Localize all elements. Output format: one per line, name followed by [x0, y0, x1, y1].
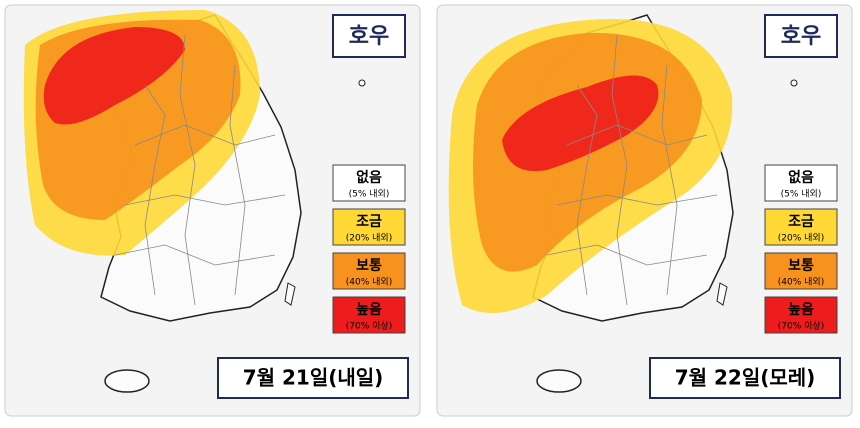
- probability-area: [502, 75, 659, 172]
- legend-label: 없음: [788, 170, 814, 186]
- probability-area: [43, 27, 185, 125]
- legend: 없음 (5% 내외) 조금 (20% 내외) 보통 (40% 내외) 높음 (7…: [332, 164, 406, 334]
- date-box: [649, 357, 841, 399]
- legend-swatch: [332, 296, 406, 334]
- legend-label: 높음: [788, 302, 814, 318]
- date-box: [217, 357, 409, 399]
- legend-label: 조금: [788, 214, 814, 230]
- title: 호우: [781, 24, 821, 49]
- legend-label: 보통: [356, 258, 382, 274]
- legend-sublabel: (70% 이상): [346, 321, 392, 332]
- legend-swatch: [332, 208, 406, 246]
- legend-sublabel: (40% 내외): [346, 276, 392, 288]
- date: 7월 22일(모레): [675, 366, 816, 390]
- legend-sublabel: (40% 내외): [778, 276, 824, 288]
- legend-label: 보통: [788, 258, 814, 274]
- legend-swatch: [764, 296, 838, 334]
- legend-label: 높음: [356, 302, 382, 318]
- panel: 호우 없음 (5% 내외) 조금 (20% 내외) 보통 (40% 내외) 높음…: [4, 4, 421, 417]
- title: 호우: [349, 24, 389, 49]
- legend-swatch: [332, 164, 406, 202]
- legend-swatch: [764, 252, 838, 290]
- legend-swatch: [764, 164, 838, 202]
- legend-swatch: [332, 252, 406, 290]
- legend-label: 조금: [356, 214, 382, 230]
- date: 7월 21일(내일): [243, 366, 384, 390]
- legend-label: 없음: [356, 170, 382, 186]
- legend-sublabel: (20% 내외): [778, 232, 824, 244]
- legend-sublabel: (5% 내외): [781, 188, 822, 200]
- title-box: [764, 14, 838, 58]
- legend-sublabel: (20% 내외): [346, 232, 392, 244]
- panel: 호우 없음 (5% 내외) 조금 (20% 내외) 보통 (40% 내외) 높음…: [436, 4, 853, 417]
- legend-sublabel: (5% 내외): [349, 188, 390, 200]
- legend-sublabel: (70% 이상): [778, 321, 824, 332]
- legend: 없음 (5% 내외) 조금 (20% 내외) 보통 (40% 내외) 높음 (7…: [764, 164, 838, 334]
- title-box: [332, 14, 406, 58]
- legend-swatch: [764, 208, 838, 246]
